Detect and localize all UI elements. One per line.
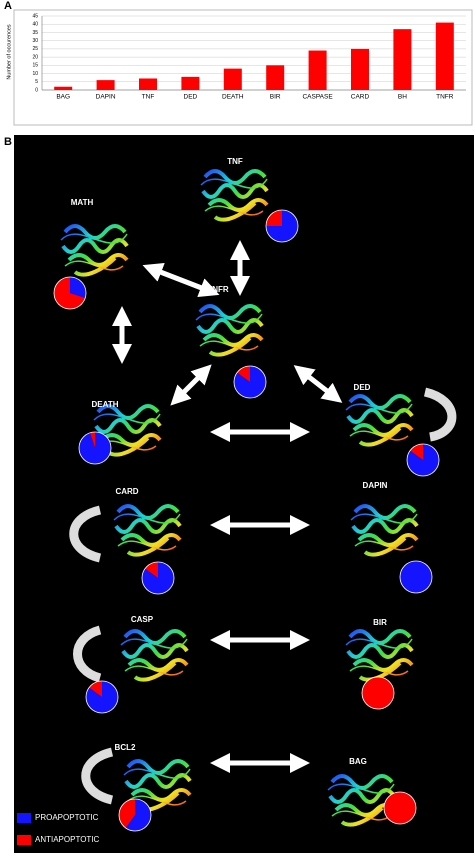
arrow [170, 364, 212, 406]
pie-outline [85, 680, 119, 714]
pie-slice [400, 561, 432, 593]
pie-slice [362, 677, 394, 709]
node-label: MATH [71, 198, 94, 207]
y-tick-label: 10 [32, 71, 38, 77]
pie-outline [53, 276, 87, 310]
x-tick-label: BAG [56, 94, 70, 101]
pie-outline [406, 443, 440, 477]
pie-outline [233, 365, 267, 399]
bar [308, 50, 327, 90]
node-label: BAG [349, 757, 367, 766]
curved-arrow [423, 387, 457, 442]
pie-slice [90, 432, 95, 448]
pie-slice [54, 277, 86, 309]
legend-label: PROAPOPTOTIC [35, 813, 99, 822]
y-axis-label: Number of occurences [6, 24, 12, 80]
curved-arrow [73, 625, 102, 683]
x-tick-label: DAPIN [96, 94, 116, 101]
pie-slice [86, 681, 119, 713]
pie-slice [410, 444, 423, 460]
bar [223, 68, 242, 90]
x-tick-label: TNF [142, 94, 155, 101]
bar [351, 48, 369, 90]
curved-arrows [69, 387, 457, 805]
arrows [112, 240, 343, 773]
curved-arrow [69, 505, 102, 563]
x-tick-label: CARD [351, 94, 370, 101]
node-label: BIR [373, 618, 387, 627]
pie-slice [237, 366, 250, 382]
y-tick-label: 15 [32, 63, 38, 69]
bar [393, 29, 412, 90]
legend-swatch [17, 835, 31, 845]
pie-slice [384, 792, 416, 824]
node-label: DEATH [92, 400, 119, 409]
y-tick-label: 35 [32, 30, 38, 36]
node-label: DAPIN [363, 481, 388, 490]
pie-slice [125, 799, 151, 831]
pie-outline [361, 676, 395, 710]
pie-slice [78, 432, 111, 464]
arrow [293, 365, 343, 403]
pie-slice [233, 366, 266, 399]
pie-outline [383, 791, 417, 825]
bar [54, 86, 73, 90]
x-tick-label: DEATH [222, 94, 244, 101]
pie-outline [78, 431, 112, 465]
y-tick-label: 25 [32, 46, 38, 52]
pie-slice [70, 277, 86, 298]
bar [266, 65, 285, 90]
x-tick-label: DED [184, 94, 198, 101]
curved-arrow [81, 747, 114, 805]
pie-slice [118, 799, 135, 828]
y-tick-label: 0 [35, 87, 38, 93]
panel-label: B [4, 136, 12, 148]
pie-slice [266, 210, 282, 226]
y-tick-label: 40 [32, 22, 38, 28]
x-tick-label: BIR [270, 94, 281, 101]
pie-outline [141, 561, 175, 595]
bar [181, 76, 200, 90]
node-label: TNF [227, 157, 243, 166]
pie-outline [265, 209, 299, 243]
pie-outline [399, 560, 433, 594]
panel-label: A [4, 0, 12, 12]
node-label: BCL2 [115, 743, 136, 752]
pie-slice [89, 681, 102, 697]
x-tick-label: BH [398, 94, 407, 101]
y-tick-label: 30 [32, 38, 38, 44]
y-tick-label: 20 [32, 54, 38, 60]
x-tick-label: CASPASE [302, 94, 333, 101]
legend-label: ANTIAPOPTOTIC [35, 835, 100, 844]
arrow [142, 263, 220, 297]
node-label: CASP [131, 615, 154, 624]
y-tick-label: 5 [35, 79, 38, 85]
legend-swatch [17, 813, 31, 823]
pie-outline [118, 798, 152, 832]
node-label: TNFR [207, 285, 229, 294]
node-label: CARD [115, 487, 138, 496]
x-tick-label: TNFR [436, 94, 454, 101]
bar [435, 22, 454, 91]
pie-slice [145, 562, 158, 578]
y-tick-label: 45 [32, 13, 38, 19]
bar [96, 80, 115, 90]
node-label: DED [354, 383, 371, 392]
bar [139, 78, 157, 90]
